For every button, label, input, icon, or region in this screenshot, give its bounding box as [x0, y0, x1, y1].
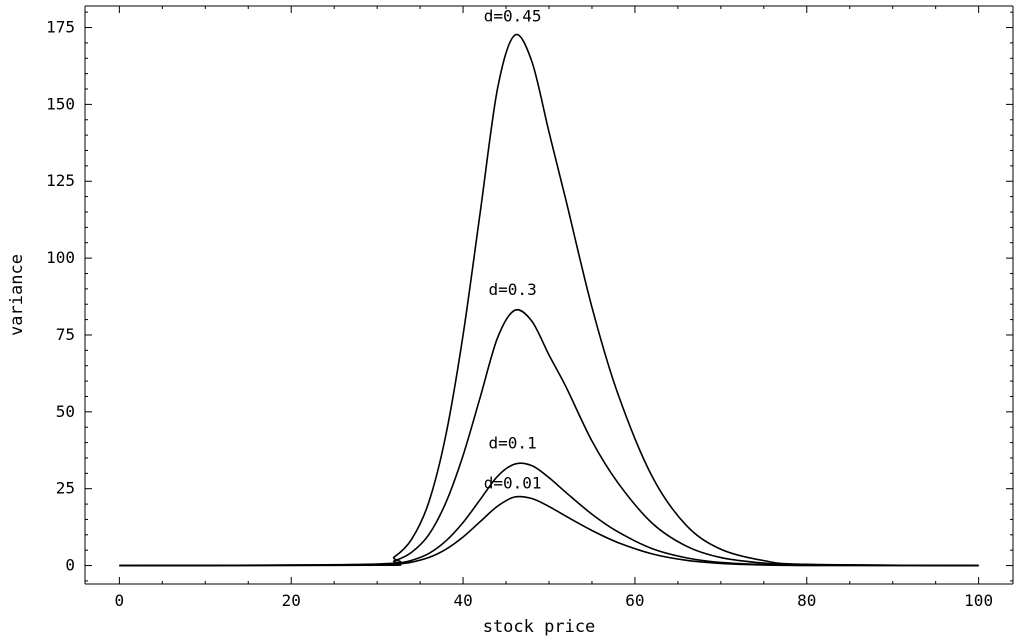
series-label: d=0.3 [489, 280, 537, 299]
series-line-d-0-1 [119, 462, 979, 567]
series-line-d-0-01 [119, 495, 979, 567]
y-tick-label: 50 [56, 402, 75, 421]
x-tick-label: 100 [964, 591, 993, 610]
series-line-d-0-45 [119, 33, 979, 567]
series-group [119, 33, 979, 567]
y-tick-label: 150 [46, 94, 75, 113]
x-tick-label: 80 [797, 591, 816, 610]
series-label: d=0.45 [484, 6, 542, 25]
y-tick-label: 175 [46, 18, 75, 37]
series-label: d=0.01 [484, 474, 542, 493]
series-line-d-0-3 [119, 308, 979, 567]
x-tick-label: 60 [625, 591, 644, 610]
axes [84, 5, 1014, 585]
x-tick-label: 0 [115, 591, 125, 610]
y-tick-label: 0 [65, 556, 75, 575]
x-axis-title: stock price [483, 617, 596, 637]
y-tick-label: 100 [46, 248, 75, 267]
x-tick-label: 40 [453, 591, 472, 610]
y-tick-label: 75 [56, 325, 75, 344]
labels: d=0.01 d=0.1 d=0.3 d=0.45 [484, 6, 542, 492]
x-tick-label: 20 [282, 591, 301, 610]
y-tick-label: 25 [56, 479, 75, 498]
ticks: 0 20 40 60 80 100 0 25 50 75 100 125 150 175 [46, 6, 1013, 610]
y-tick-label: 125 [46, 171, 75, 190]
series-label: d=0.1 [489, 434, 537, 453]
y-axis-title: variance [7, 254, 27, 336]
